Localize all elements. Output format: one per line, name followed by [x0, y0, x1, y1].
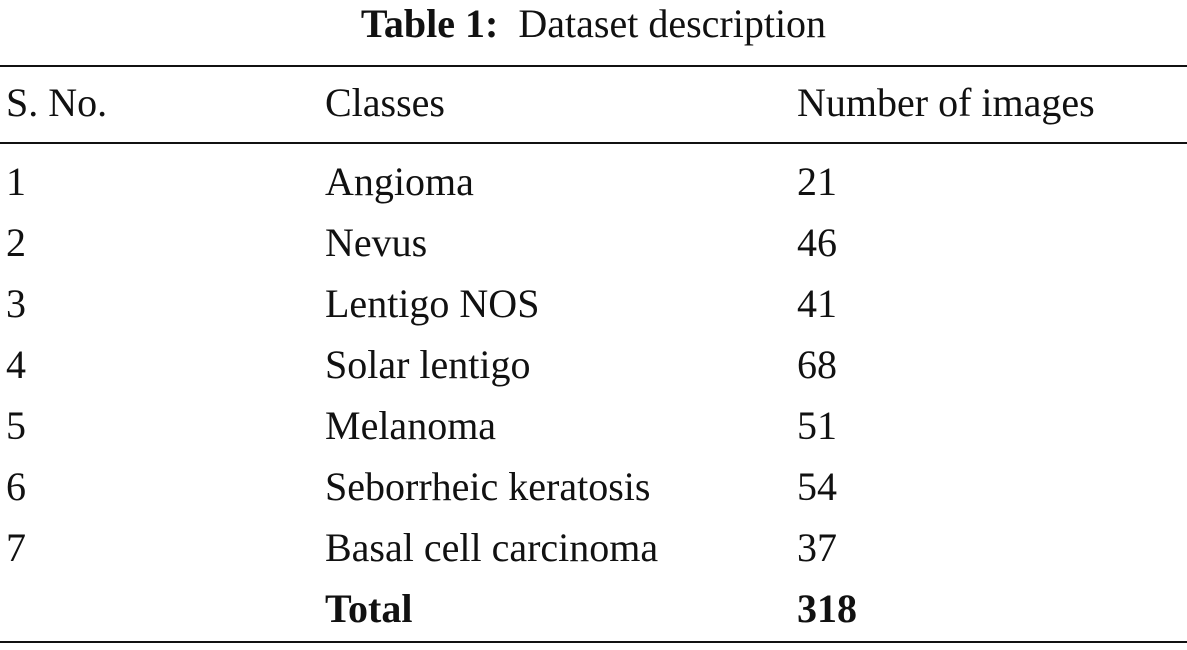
top-rule: [0, 65, 1187, 67]
table-cell: 2: [6, 220, 26, 265]
total-label: Total: [325, 586, 413, 631]
table-caption: Table 1: Dataset description: [0, 0, 1187, 48]
table-cell: Angioma: [325, 159, 474, 204]
header-cell: Classes: [325, 80, 445, 125]
table-cell: 68: [797, 342, 837, 387]
table-cell: 5: [6, 403, 26, 448]
table-cell: 3: [6, 281, 26, 326]
caption-label: Table 1:: [360, 1, 499, 46]
header-cell: S. No.: [6, 80, 108, 125]
table-cell: 7: [6, 525, 26, 570]
table-cell: Lentigo NOS: [325, 281, 540, 326]
table-cell: 37: [797, 525, 837, 570]
table-cell: 51: [797, 403, 837, 448]
header-rule: [0, 142, 1187, 144]
table-cell: 46: [797, 220, 837, 265]
total-value: 318: [797, 586, 857, 631]
header-cell: Number of images: [797, 80, 1095, 125]
caption-text: Dataset description: [518, 1, 827, 46]
bottom-rule: [0, 641, 1187, 643]
table-cell: Nevus: [325, 220, 428, 265]
table-cell: Basal cell carcinoma: [325, 525, 659, 570]
table-cell: 54: [797, 464, 837, 509]
table-cell: Melanoma: [325, 403, 497, 448]
table-cell: Seborrheic keratosis: [325, 464, 651, 509]
table-cell: Solar lentigo: [325, 342, 531, 387]
table-cell: 1: [6, 159, 26, 204]
table-cell: 6: [6, 464, 26, 509]
table-cell: 21: [797, 159, 837, 204]
table-cell: 41: [797, 281, 837, 326]
table-cell: 4: [6, 342, 26, 387]
